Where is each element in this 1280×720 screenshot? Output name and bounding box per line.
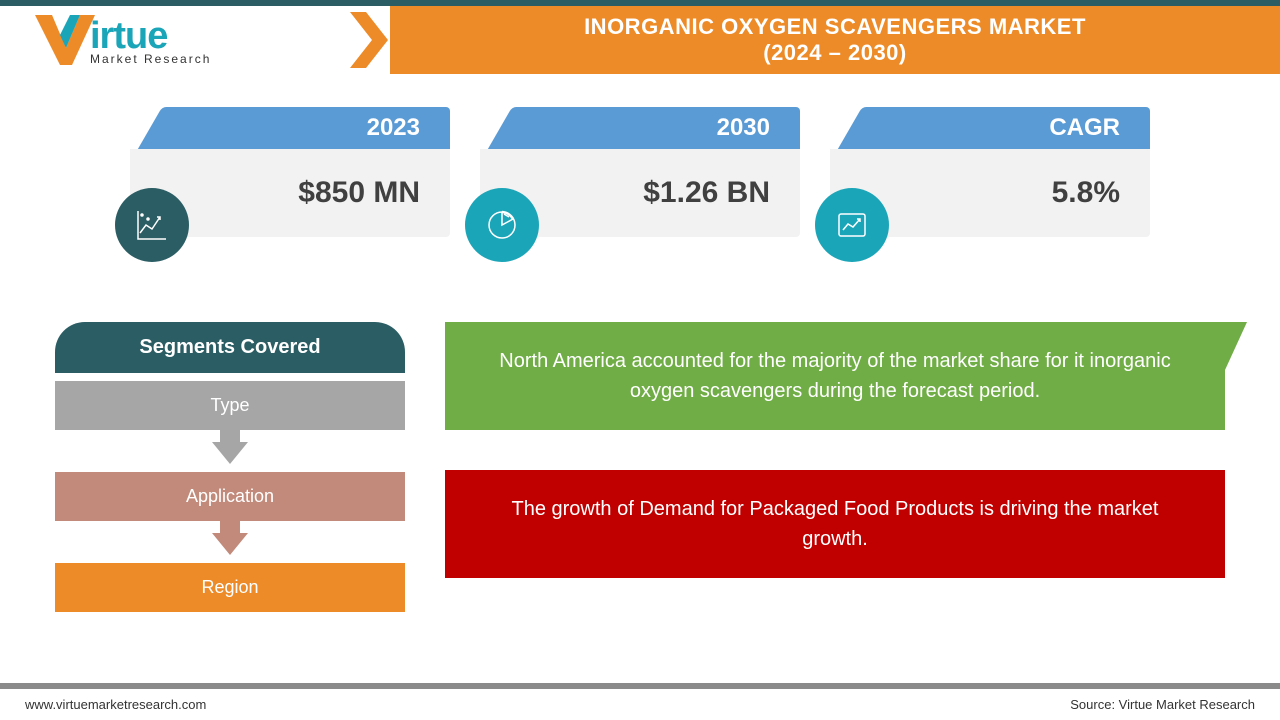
insight-green: North America accounted for the majority… — [445, 322, 1225, 430]
segments-header: Segments Covered — [55, 322, 405, 373]
header-row: irtue Market Research INORGANIC OXYGEN S… — [0, 6, 1280, 74]
segments-panel: Segments Covered Type Application Region — [55, 322, 405, 612]
logo-subtitle: Market Research — [90, 52, 211, 66]
segment-application: Application — [55, 472, 405, 521]
stat-label: CAGR — [870, 107, 1150, 149]
lower-section: Segments Covered Type Application Region… — [0, 322, 1280, 612]
footer-source: Source: Virtue Market Research — [1070, 697, 1255, 712]
insight-red: The growth of Demand for Packaged Food P… — [445, 470, 1225, 578]
growth-chart-icon — [815, 188, 889, 262]
chevron-right-icon — [350, 12, 390, 68]
pie-chart-icon — [465, 188, 539, 262]
segment-region: Region — [55, 563, 405, 612]
stats-row: 2023 $850 MN 2030 $1.26 BN CAGR 5.8% — [0, 129, 1280, 237]
insights-panel: North America accounted for the majority… — [445, 322, 1225, 612]
down-arrow-icon — [212, 533, 248, 555]
stat-label: 2030 — [520, 107, 800, 149]
market-period: (2024 – 2030) — [763, 40, 907, 66]
stat-card-2030: 2030 $1.26 BN — [480, 129, 800, 237]
line-chart-icon — [115, 188, 189, 262]
logo-v-icon — [30, 10, 98, 70]
segment-type: Type — [55, 381, 405, 430]
market-title: INORGANIC OXYGEN SCAVENGERS MARKET — [584, 14, 1086, 40]
stat-card-2023: 2023 $850 MN — [130, 129, 450, 237]
footer-url: www.virtuemarketresearch.com — [25, 697, 206, 712]
header-chevron — [350, 6, 390, 74]
footer: www.virtuemarketresearch.com Source: Vir… — [0, 683, 1280, 720]
logo: irtue Market Research — [0, 6, 350, 74]
stat-card-cagr: CAGR 5.8% — [830, 129, 1150, 237]
title-bar: INORGANIC OXYGEN SCAVENGERS MARKET (2024… — [390, 6, 1280, 74]
down-arrow-icon — [212, 442, 248, 464]
stat-label: 2023 — [170, 107, 450, 149]
